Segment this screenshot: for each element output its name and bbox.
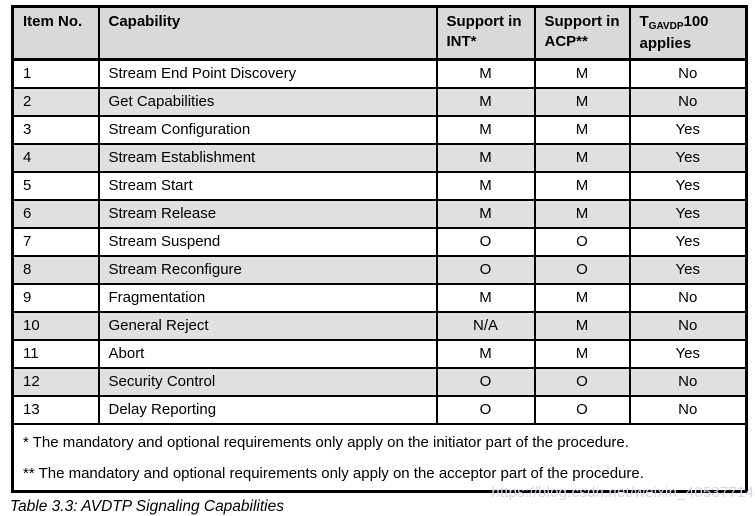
cell-support-int: M — [435, 115, 536, 145]
cell-t100-applies: No — [628, 87, 748, 117]
footnote-row: * The mandatory and optional requirement… — [11, 423, 748, 493]
cell-support-acp: M — [533, 58, 631, 89]
cell-t100-applies: Yes — [628, 255, 748, 285]
avdtp-capabilities-table: Item No. Capability Support in INT* Supp… — [11, 5, 748, 493]
cell-t100-applies: Yes — [628, 339, 748, 369]
column-header-support-acp: Support in ACP** — [533, 5, 631, 61]
table-row: 2 Get Capabilities M M No — [11, 87, 748, 117]
cell-item-no: 9 — [11, 283, 100, 313]
cell-support-acp: O — [533, 255, 631, 285]
cell-support-int: O — [435, 367, 536, 397]
cell-support-acp: M — [533, 199, 631, 229]
tgavdp-subscript: GAVDP — [648, 21, 684, 32]
table-row: 7 Stream Suspend O O Yes — [11, 227, 748, 257]
cell-t100-applies: Yes — [628, 171, 748, 201]
column-header-item-no: Item No. — [11, 5, 100, 61]
cell-support-int: M — [435, 199, 536, 229]
cell-support-int: M — [435, 87, 536, 117]
cell-support-acp: M — [533, 171, 631, 201]
cell-capability: Get Capabilities — [97, 87, 438, 117]
cell-support-acp: M — [533, 115, 631, 145]
cell-support-acp: O — [533, 367, 631, 397]
cell-t100-applies: No — [628, 395, 748, 425]
cell-capability: Delay Reporting — [97, 395, 438, 425]
cell-support-acp: M — [533, 143, 631, 173]
table-caption: Table 3.3: AVDTP Signaling Capabilities — [10, 498, 284, 515]
cell-support-int: M — [435, 143, 536, 173]
cell-capability: Stream Suspend — [97, 227, 438, 257]
cell-support-int: M — [435, 171, 536, 201]
cell-support-int: M — [435, 283, 536, 313]
cell-capability: Security Control — [97, 367, 438, 397]
cell-t100-applies: No — [628, 58, 748, 89]
cell-capability: Stream Establishment — [97, 143, 438, 173]
footnote-cell: * The mandatory and optional requirement… — [11, 423, 748, 493]
cell-item-no: 12 — [11, 367, 100, 397]
table-row: 9 Fragmentation M M No — [11, 283, 748, 313]
table-row: 8 Stream Reconfigure O O Yes — [11, 255, 748, 285]
cell-item-no: 8 — [11, 255, 100, 285]
footnote-initiator: * The mandatory and optional requirement… — [23, 434, 629, 451]
footnote-acceptor: ** The mandatory and optional requiremen… — [23, 465, 644, 482]
cell-support-acp: M — [533, 283, 631, 313]
cell-t100-applies: Yes — [628, 143, 748, 173]
tgavdp-prefix: T — [639, 13, 649, 30]
cell-item-no: 7 — [11, 227, 100, 257]
table-row: 13 Delay Reporting O O No — [11, 395, 748, 425]
cell-support-acp: O — [533, 227, 631, 257]
tgavdp-line2: applies — [639, 35, 692, 52]
cell-capability: Stream Reconfigure — [97, 255, 438, 285]
cell-capability: Abort — [97, 339, 438, 369]
cell-item-no: 6 — [11, 199, 100, 229]
cell-item-no: 11 — [11, 339, 100, 369]
cell-t100-applies: Yes — [628, 115, 748, 145]
table-header-row: Item No. Capability Support in INT* Supp… — [11, 5, 748, 61]
table-row: 12 Security Control O O No — [11, 367, 748, 397]
table-row: 10 General Reject N/A M No — [11, 311, 748, 341]
cell-t100-applies: No — [628, 311, 748, 341]
cell-item-no: 3 — [11, 115, 100, 145]
cell-capability: Stream End Point Discovery — [97, 58, 438, 89]
cell-support-int: M — [435, 58, 536, 89]
cell-support-acp: M — [533, 87, 631, 117]
cell-item-no: 10 — [11, 311, 100, 341]
cell-t100-applies: No — [628, 283, 748, 313]
table-row: 5 Stream Start M M Yes — [11, 171, 748, 201]
cell-support-int: O — [435, 395, 536, 425]
cell-t100-applies: Yes — [628, 199, 748, 229]
cell-capability: General Reject — [97, 311, 438, 341]
cell-support-acp: M — [533, 311, 631, 341]
cell-item-no: 2 — [11, 87, 100, 117]
column-header-capability: Capability — [97, 5, 438, 61]
cell-item-no: 1 — [11, 58, 100, 89]
document-page: Item No. Capability Support in INT* Supp… — [0, 5, 755, 515]
cell-support-int: M — [435, 339, 536, 369]
cell-item-no: 13 — [11, 395, 100, 425]
cell-t100-applies: No — [628, 367, 748, 397]
cell-capability: Fragmentation — [97, 283, 438, 313]
column-header-support-int: Support in INT* — [435, 5, 536, 61]
cell-support-acp: M — [533, 339, 631, 369]
cell-item-no: 5 — [11, 171, 100, 201]
cell-capability: Stream Release — [97, 199, 438, 229]
cell-support-int: O — [435, 255, 536, 285]
table-row: 1 Stream End Point Discovery M M No — [11, 58, 748, 89]
cell-support-int: N/A — [435, 311, 536, 341]
table-row: 6 Stream Release M M Yes — [11, 199, 748, 229]
cell-support-int: O — [435, 227, 536, 257]
cell-capability: Stream Configuration — [97, 115, 438, 145]
tgavdp-number: 100 — [683, 13, 709, 30]
cell-t100-applies: Yes — [628, 227, 748, 257]
column-header-tgavdp100: TGAVDP100 applies — [628, 5, 748, 61]
table-row: 4 Stream Establishment M M Yes — [11, 143, 748, 173]
cell-support-acp: O — [533, 395, 631, 425]
cell-item-no: 4 — [11, 143, 100, 173]
cell-capability: Stream Start — [97, 171, 438, 201]
table-row: 3 Stream Configuration M M Yes — [11, 115, 748, 145]
table-row: 11 Abort M M Yes — [11, 339, 748, 369]
